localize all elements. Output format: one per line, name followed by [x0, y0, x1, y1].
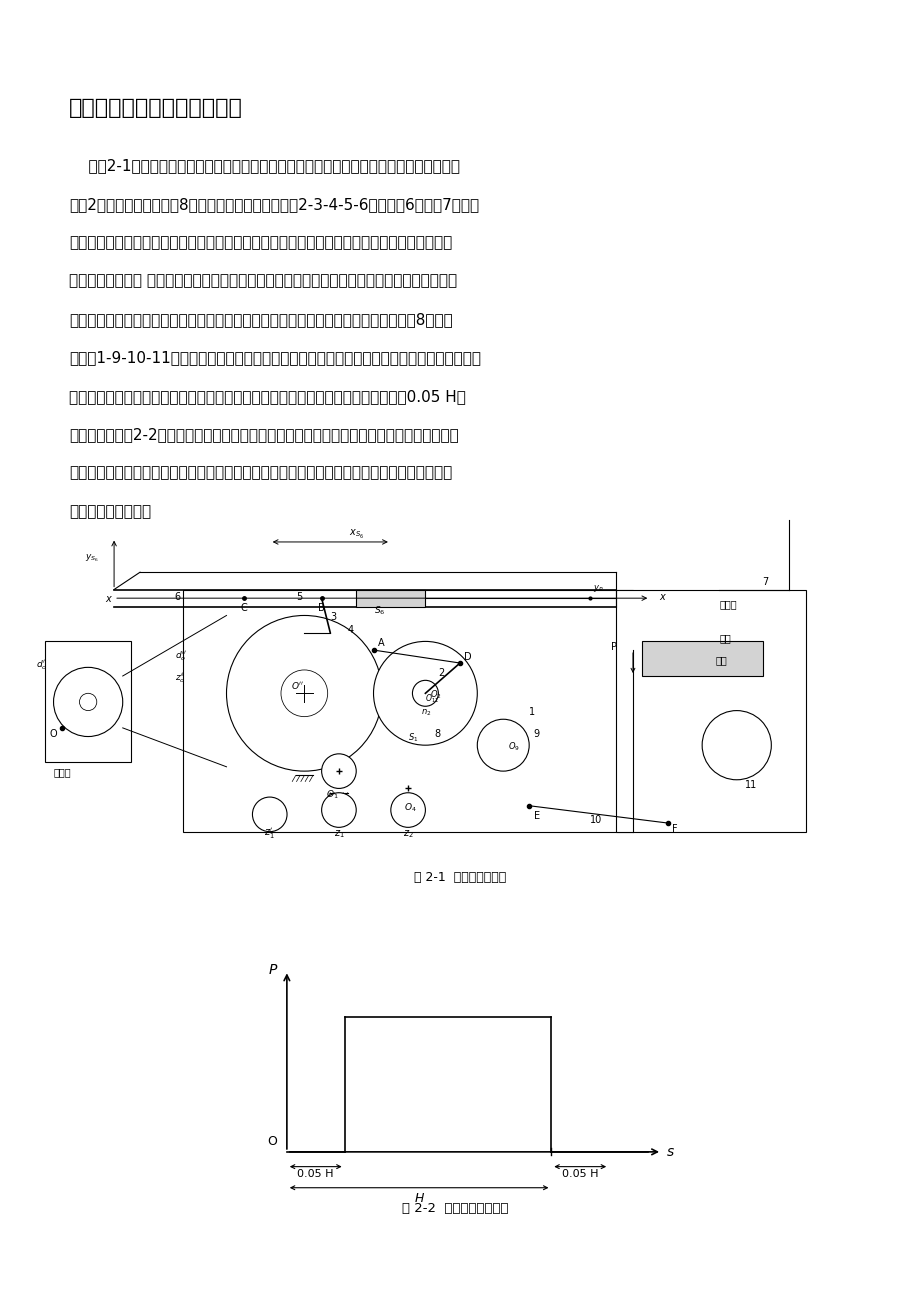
Text: s: s — [666, 1145, 674, 1158]
Text: 空刀距离，见图2-2），而空回行程中则没有切削阻力。因此刨头在整个运动循环中，受力变化: 空刀距离，见图2-2），而空回行程中则没有切削阻力。因此刨头在整个运动循环中，受… — [69, 426, 459, 442]
Text: 工作台: 工作台 — [719, 599, 736, 608]
Text: 为此刨床采用有急回作用的导杆机构。刨刀每切削完一次，利用空回行程的时间，凸轮8通过四: 为此刨床采用有急回作用的导杆机构。刨刀每切削完一次，利用空回行程的时间，凸轮8通… — [69, 312, 452, 328]
Text: 二、牛头刨床设计数据与内容: 二、牛头刨床设计数据与内容 — [69, 98, 243, 117]
Text: 棘轮: 棘轮 — [714, 655, 726, 666]
Text: 0.05 H: 0.05 H — [562, 1169, 598, 1179]
Circle shape — [477, 719, 528, 771]
Text: x: x — [106, 594, 111, 604]
Text: 图 2-2  牛头刨阻力曲线图: 图 2-2 牛头刨阻力曲线图 — [402, 1202, 508, 1216]
Text: O: O — [49, 728, 57, 738]
Text: $y_P$: $y_P$ — [593, 582, 603, 594]
Text: P: P — [268, 963, 277, 978]
Text: $O''$: $O''$ — [291, 680, 304, 692]
Text: $z_o''$: $z_o''$ — [175, 671, 185, 685]
Circle shape — [373, 641, 477, 745]
Text: $x_{S_6}$: $x_{S_6}$ — [348, 528, 363, 541]
Bar — [183, 589, 632, 832]
Text: 6: 6 — [175, 592, 180, 602]
Text: 电动机: 电动机 — [53, 767, 71, 777]
Text: 3: 3 — [330, 612, 336, 621]
Text: 运动。刨头右行时，刨刀进行切削，称工作行程，此时要求速度较低并且均匀，以减少电动机容: 运动。刨头右行时，刨刀进行切削，称工作行程，此时要求速度较低并且均匀，以减少电动… — [69, 235, 452, 251]
Bar — [45, 641, 131, 763]
Text: x: x — [658, 592, 664, 602]
Circle shape — [252, 797, 287, 832]
Text: $O_2$: $O_2$ — [429, 689, 441, 701]
Text: 11: 11 — [744, 780, 757, 790]
Circle shape — [53, 667, 122, 737]
Text: 杆机构1-9-10-11与棘轮带动螺旋机构（图中未画），使工作台连同工件作一次进给运动，以便: 杆机构1-9-10-11与棘轮带动螺旋机构（图中未画），使工作台连同工件作一次进… — [69, 350, 481, 365]
Text: 如图2-1所示，牛头刨床是一种用于平面切削加工的机床。电动机经皮带和齿轮传动，带动: 如图2-1所示，牛头刨床是一种用于平面切削加工的机床。电动机经皮带和齿轮传动，带… — [69, 159, 460, 174]
Circle shape — [322, 754, 356, 788]
Text: 工件: 工件 — [719, 633, 731, 644]
Text: $z_1$: $z_1$ — [334, 828, 344, 840]
Bar — [615, 589, 805, 832]
Circle shape — [391, 793, 425, 827]
Text: E: E — [533, 811, 539, 820]
Text: 图 2-1  牛头刨机构简图: 图 2-1 牛头刨机构简图 — [414, 871, 505, 884]
Text: $O_{11}$: $O_{11}$ — [425, 693, 439, 706]
Text: C: C — [240, 603, 247, 614]
Text: $y_{S_6}$: $y_{S_6}$ — [85, 552, 99, 564]
Text: $d_o'$: $d_o'$ — [36, 658, 48, 672]
Text: $O_1$: $O_1$ — [325, 788, 338, 801]
Text: 5: 5 — [295, 592, 301, 602]
Text: 8: 8 — [434, 728, 439, 738]
Text: F: F — [671, 824, 676, 833]
Bar — [641, 641, 762, 676]
Text: $O_4$: $O_4$ — [403, 801, 416, 814]
Text: $z_1'$: $z_1'$ — [264, 827, 275, 841]
Text: $d_o''$: $d_o''$ — [175, 650, 187, 663]
Text: 10: 10 — [589, 815, 601, 826]
Text: $z_2$: $z_2$ — [403, 828, 413, 840]
Circle shape — [280, 670, 327, 716]
Text: 9: 9 — [533, 728, 539, 738]
Bar — [356, 589, 425, 607]
Text: 2: 2 — [437, 668, 444, 679]
Text: $n_2$: $n_2$ — [421, 708, 431, 719]
Text: 0.05 H: 0.05 H — [297, 1169, 334, 1179]
Circle shape — [226, 615, 381, 771]
Text: 曲柄2和固结在其上的凸轮8。刨床工作时，由导杆机构2-3-4-5-6带动刨头6和刨刀7作往复: 曲柄2和固结在其上的凸轮8。刨床工作时，由导杆机构2-3-4-5-6带动刨头6和… — [69, 198, 479, 212]
Text: 7: 7 — [762, 577, 768, 588]
Text: A: A — [378, 638, 384, 647]
Text: B: B — [318, 603, 324, 614]
Text: D: D — [464, 653, 471, 663]
Text: $O_9$: $O_9$ — [507, 741, 519, 753]
Text: 是很大的，这就影响了主轴的匀速运转，故需安装飞轮来减小主轴的速度波动，以提高切削质量: 是很大的，这就影响了主轴的匀速运转，故需安装飞轮来减小主轴的速度波动，以提高切削… — [69, 465, 452, 481]
Circle shape — [701, 711, 770, 780]
Text: 和减少电动机容量。: 和减少电动机容量。 — [69, 503, 151, 519]
Text: 刨刀继续切削。刨头在工作行程中，受到很大的切削阻力（在切削的前后各有一段约0.05 H的: 刨刀继续切削。刨头在工作行程中，受到很大的切削阻力（在切削的前后各有一段约0.0… — [69, 389, 465, 404]
Text: P: P — [611, 642, 617, 653]
Circle shape — [322, 793, 356, 827]
Text: 1: 1 — [528, 707, 535, 716]
Text: 4: 4 — [347, 625, 353, 634]
Text: O: O — [267, 1135, 278, 1148]
Text: 量和提高切削质量 刨头左行时，刨刀不切削，称空回行程，此时要求速度较高，以提高生产率。: 量和提高切削质量 刨头左行时，刨刀不切削，称空回行程，此时要求速度较高，以提高生… — [69, 274, 457, 289]
Text: H: H — [414, 1192, 424, 1205]
Text: $S_1$: $S_1$ — [408, 732, 418, 745]
Circle shape — [79, 693, 96, 711]
Circle shape — [412, 680, 437, 706]
Text: $S_6$: $S_6$ — [373, 604, 384, 617]
